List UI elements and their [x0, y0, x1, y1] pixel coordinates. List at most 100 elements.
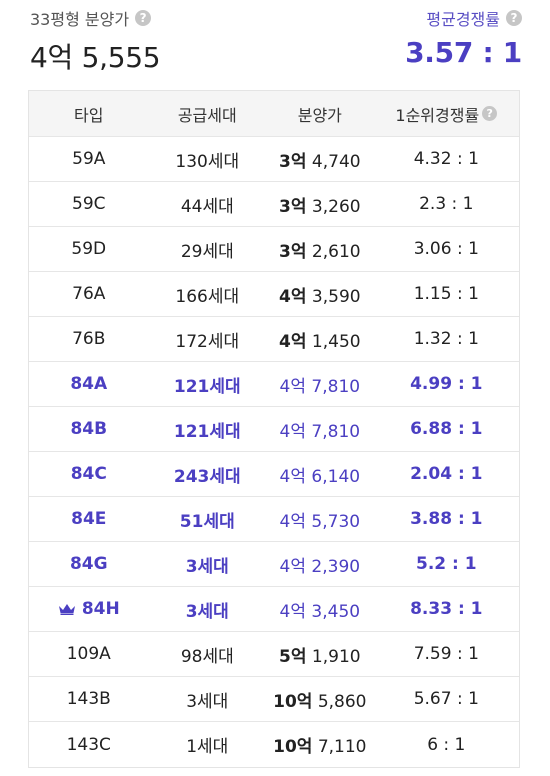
supply-cell: 1세대	[186, 737, 229, 757]
table-body: 59A 130세대 3억 4,740 4.32 : 1 59C 44세대 3억 3,260 2…	[29, 137, 519, 767]
price-rest: 1,910	[311, 646, 361, 667]
table-row: 109A 98세대 5억 1,910 7.59 : 1	[29, 632, 519, 677]
supply-cell: 29세대	[180, 241, 234, 262]
table-row: 143B 3세대 10억 5,860 5.67 : 1	[29, 677, 519, 722]
header-rate: 1순위경쟁률 ?	[374, 102, 519, 126]
price-rest: 3,260	[311, 196, 361, 217]
price-eok: 10억	[273, 691, 313, 712]
type-value: 59A	[72, 149, 106, 169]
table-row: 76B 172세대 4억 1,450 1.32 : 1	[29, 317, 519, 362]
rate-cell: 8.33 : 1	[410, 599, 483, 619]
type-cell: 59D	[29, 239, 149, 259]
price-cell: 3억 3,260	[266, 192, 374, 217]
type-value: 84C	[70, 464, 107, 484]
price-rest: 3,590	[311, 286, 361, 307]
price-cell: 10억 5,860	[266, 687, 374, 712]
supply-cell: 166세대	[175, 286, 240, 307]
rate-cell: 6.88 : 1	[410, 419, 483, 439]
header-type: 타입	[74, 105, 104, 125]
price-eok: 5억	[279, 646, 307, 667]
type-value: 84H	[81, 598, 120, 619]
price-eok: 3억	[279, 151, 307, 172]
price-rest: 1,450	[311, 331, 361, 352]
table-row: 59D 29세대 3억 2,610 3.06 : 1	[29, 227, 519, 272]
price-eok: 4억	[279, 466, 306, 487]
price-cell: 4억 1,450	[266, 327, 374, 352]
type-value: 76B	[72, 329, 106, 349]
rate-cell: 3.06 : 1	[413, 239, 479, 259]
price-cell: 5억 1,910	[266, 642, 374, 667]
type-cell: 109A	[29, 644, 149, 664]
rate-cell: 5.67 : 1	[413, 689, 479, 709]
supply-cell: 121세대	[173, 421, 241, 442]
type-cell: 143C	[29, 735, 149, 755]
table-row: 59A 130세대 3억 4,740 4.32 : 1	[29, 137, 519, 182]
type-value: 109A	[66, 644, 111, 664]
supply-cell: 121세대	[173, 376, 241, 397]
price-cell: 4억 7,810	[266, 417, 374, 442]
pyeong-price-summary: 33평형 분양가 ? 4억 5,555	[30, 6, 161, 76]
supply-cell: 130세대	[175, 151, 240, 172]
type-cell: 84B	[29, 419, 149, 439]
rate-cell: 4.99 : 1	[410, 374, 483, 394]
table-row: 84H 3세대 4억 3,450 8.33 : 1	[29, 587, 519, 632]
type-value: 143B	[66, 689, 111, 709]
table-header: 타입 공급세대 분양가 1순위경쟁률 ?	[29, 91, 519, 137]
average-competition-value: 3.57 : 1	[405, 36, 522, 69]
header-supply: 공급세대	[177, 105, 237, 125]
type-value: 76A	[72, 284, 106, 304]
type-value: 84G	[69, 554, 108, 574]
price-eok: 4억	[279, 331, 307, 352]
pyeong-price-value: 4억 5,555	[30, 41, 161, 74]
type-cell: 84H	[29, 599, 149, 620]
price-rest: 6,140	[311, 466, 361, 487]
price-cell: 10억 7,110	[266, 732, 374, 757]
question-circle-icon[interactable]: ?	[135, 10, 152, 26]
type-value: 59D	[71, 239, 107, 259]
price-eok: 4억	[279, 376, 306, 397]
price-cell: 4억 3,590	[266, 282, 374, 307]
price-eok: 4억	[279, 601, 306, 622]
price-rest: 5,730	[311, 511, 361, 532]
rate-cell: 1.32 : 1	[413, 329, 479, 349]
price-eok: 4억	[279, 286, 307, 307]
price-rest: 7,110	[317, 737, 367, 757]
price-rest: 7,810	[311, 421, 361, 442]
price-cell: 3억 2,610	[266, 237, 374, 262]
header-rate-label: 1순위경쟁률	[395, 105, 480, 125]
supply-cell: 172세대	[175, 331, 240, 352]
price-eok: 4억	[279, 421, 306, 442]
type-cell: 84A	[29, 374, 149, 394]
supply-cell: 3세대	[185, 601, 229, 622]
average-competition-label: 평균경쟁률	[426, 10, 500, 29]
type-cell: 59A	[29, 149, 149, 169]
price-rest: 7,810	[311, 376, 361, 397]
rate-cell: 3.88 : 1	[410, 509, 483, 529]
price-rest: 2,390	[311, 556, 361, 577]
price-rest: 3,450	[311, 601, 361, 622]
rate-cell: 6 : 1	[427, 734, 466, 755]
rate-cell: 7.59 : 1	[413, 644, 479, 664]
type-value: 84A	[70, 374, 108, 394]
price-cell: 4억 6,140	[266, 462, 374, 487]
price-rest: 4,740	[311, 151, 361, 172]
type-cell: 84G	[29, 554, 149, 574]
price-eok: 4억	[279, 556, 306, 577]
type-cell: 143B	[29, 689, 149, 709]
question-circle-icon[interactable]: ?	[482, 106, 498, 121]
price-rest: 2,610	[311, 241, 361, 262]
price-eok: 3억	[279, 196, 307, 217]
rate-cell: 2.3 : 1	[419, 194, 474, 214]
competition-table: 타입 공급세대 분양가 1순위경쟁률 ? 59A 130세대 3억 4,740 4.3…	[28, 90, 520, 768]
price-eok: 4억	[279, 511, 306, 532]
table-row: 84C 243세대 4억 6,140 2.04 : 1	[29, 452, 519, 497]
price-cell: 4억 2,390	[266, 552, 374, 577]
type-cell: 76B	[29, 329, 149, 349]
type-cell: 84E	[29, 509, 149, 529]
rate-cell: 2.04 : 1	[410, 464, 483, 484]
header-price: 분양가	[297, 105, 342, 125]
rate-cell: 5.2 : 1	[416, 554, 477, 574]
price-rest: 5,860	[317, 691, 367, 712]
table-row: 84G 3세대 4억 2,390 5.2 : 1	[29, 542, 519, 587]
question-circle-icon[interactable]: ?	[506, 10, 522, 26]
